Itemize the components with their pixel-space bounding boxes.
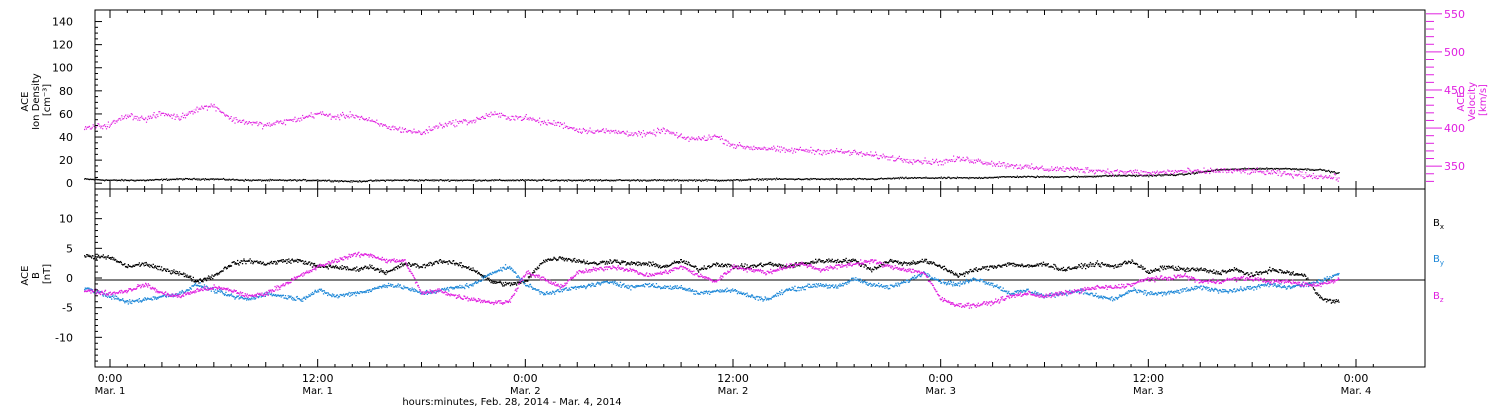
velocity-axis-ticks: 350 400 450 500 550 (1426, 8, 1465, 182)
time-label-6: 0:00 (1344, 372, 1369, 385)
b-field-axis-ticks: 10 5 0 -5 -10 (55, 194, 102, 362)
b-tick--10: -10 (55, 331, 73, 344)
top-series-black-points (84, 167, 1340, 183)
time-label-2: 0:00 (513, 372, 538, 385)
b-tick-5: 5 (66, 242, 73, 255)
velocity-axis-label: ACE Velocity [km/s] (1456, 79, 1489, 121)
density-tick-20: 20 (59, 154, 73, 167)
legend-bx: Bx (1433, 218, 1444, 231)
density-tick-80: 80 (59, 85, 73, 98)
top-series-magenta-points (84, 103, 1340, 182)
series-bx-points (84, 254, 1340, 304)
b-field-axis-label: ACE B [nT] (20, 262, 53, 285)
density-tick-140: 140 (52, 16, 73, 29)
legend-by: By (1433, 254, 1444, 267)
date-label-4: Mar. 3 (925, 386, 956, 397)
legend: Bx By Bz (1433, 218, 1444, 304)
date-label-3: Mar. 2 (718, 386, 749, 397)
velocity-tick-350: 350 (1444, 160, 1465, 173)
bottom-panel-time-ticks (109, 189, 1374, 367)
density-axis-ticks: 0 20 40 60 80 100 120 140 (52, 16, 102, 190)
top-series-magenta-trend (83, 104, 1339, 178)
density-velocity-panel: 0 20 40 60 80 100 120 140 350 400 450 500 550 ACE I… (20, 8, 1489, 190)
date-label-5: Mar. 3 (1133, 386, 1164, 397)
date-label-1: Mar. 1 (302, 386, 333, 397)
time-label-1: 12:00 (302, 372, 334, 385)
top-panel-frame (94, 9, 1426, 190)
time-label-0: 0:00 (98, 372, 123, 385)
top-panel-series (83, 103, 1340, 183)
top-series-black-trend (83, 167, 1339, 182)
series-bz-points (84, 251, 1340, 309)
time-axis-title: hours:minutes, Feb. 28, 2014 - Mar. 4, 2… (402, 397, 621, 408)
date-label-6: Mar. 4 (1341, 386, 1372, 397)
bottom-panel-series (84, 251, 1340, 309)
density-tick-120: 120 (52, 39, 73, 52)
density-tick-40: 40 (59, 131, 73, 144)
density-tick-100: 100 (52, 62, 73, 75)
velocity-tick-450: 450 (1444, 84, 1465, 97)
date-label-2: Mar. 2 (510, 386, 541, 397)
density-axis-label: ACE Ion Density [cm⁻³] (20, 70, 53, 130)
time-label-4: 0:00 (928, 372, 953, 385)
date-label-0: Mar. 1 (95, 386, 126, 397)
density-tick-60: 60 (59, 108, 73, 121)
density-tick-0: 0 (66, 177, 73, 190)
velocity-tick-400: 400 (1444, 122, 1465, 135)
magnetic-field-panel: 10 5 0 -5 -10 ACE B [nT] Bx By Bz (20, 188, 1444, 368)
b-tick-0: 0 (66, 272, 73, 285)
time-label-3: 12:00 (717, 372, 749, 385)
top-panel-time-ticks (109, 10, 1374, 189)
b-tick-10: 10 (59, 213, 73, 226)
time-label-5: 12:00 (1132, 372, 1164, 385)
b-tick--5: -5 (62, 302, 73, 315)
velocity-tick-500: 500 (1444, 46, 1465, 59)
velocity-tick-550: 550 (1444, 8, 1465, 21)
legend-bz: Bz (1433, 291, 1444, 304)
